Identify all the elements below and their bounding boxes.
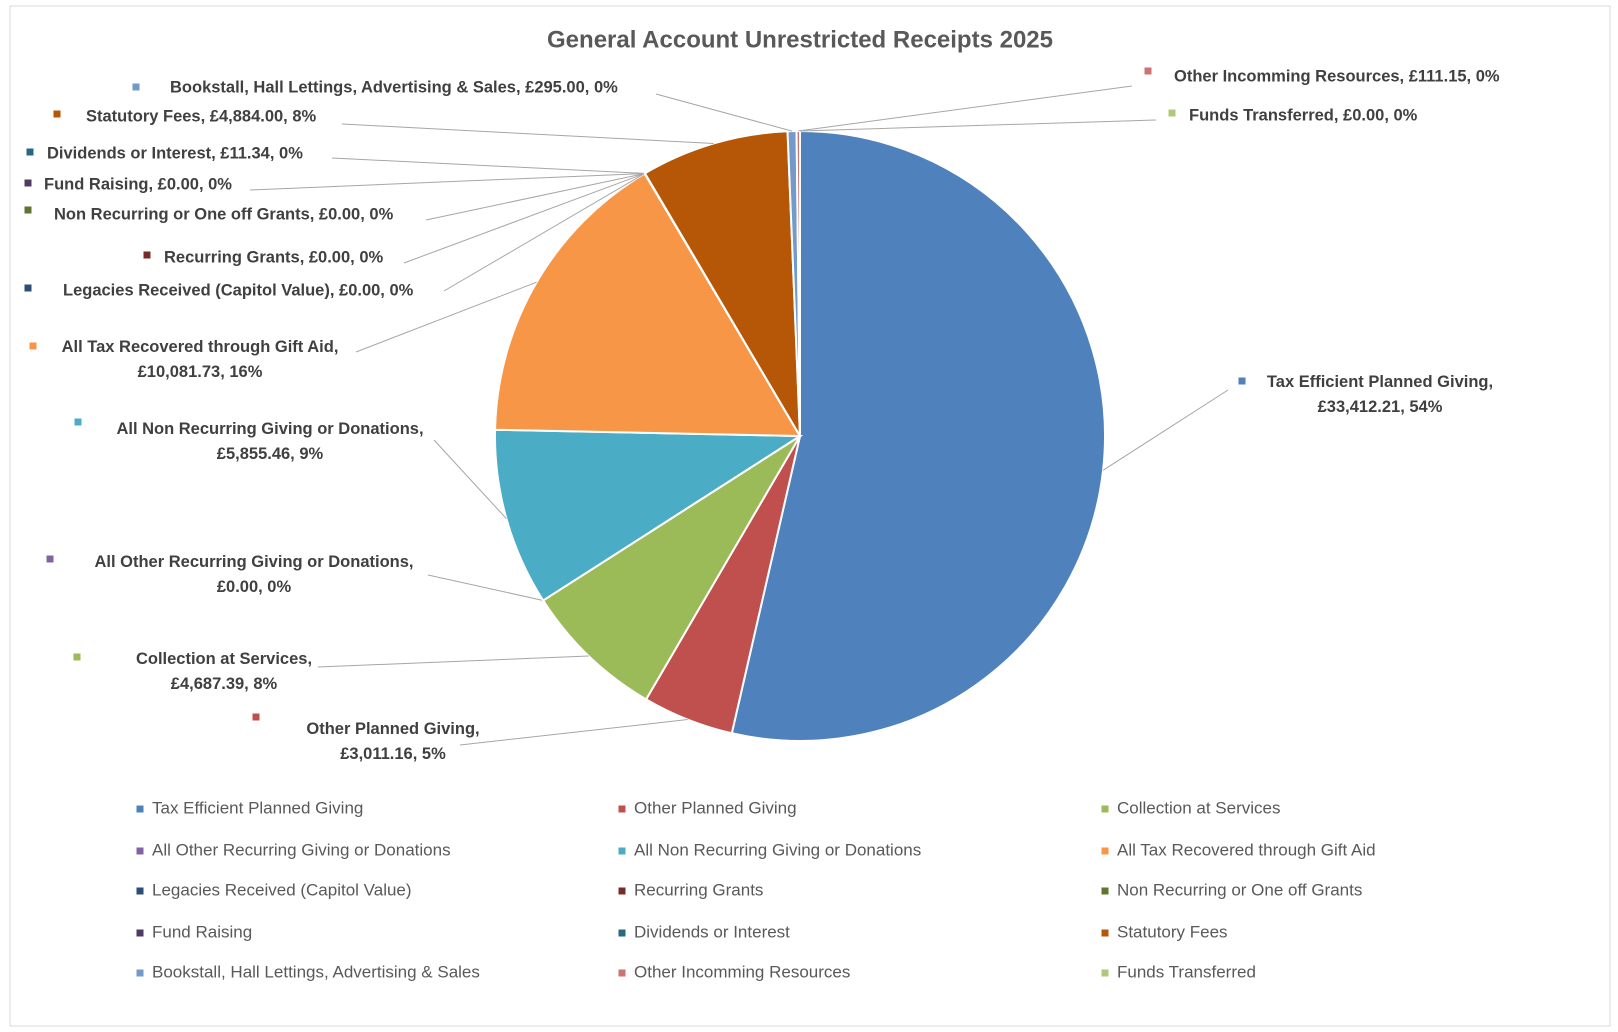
legend-label: All Non Recurring Giving or Donations bbox=[634, 840, 921, 859]
legend-label: Other Planned Giving bbox=[634, 798, 797, 817]
pie-slice bbox=[643, 130, 801, 437]
legend-swatch bbox=[1101, 847, 1109, 855]
legend-label: All Other Recurring Giving or Donations bbox=[152, 840, 451, 859]
label-line: £0.00, 0% bbox=[217, 578, 292, 596]
leader-line bbox=[459, 719, 688, 746]
label-marker bbox=[24, 284, 32, 292]
label-marker bbox=[132, 83, 140, 91]
data-label: Bookstall, Hall Lettings, Advertising & … bbox=[170, 78, 618, 96]
label-line: £10,081.73, 16% bbox=[138, 363, 263, 381]
legend-swatch bbox=[1101, 887, 1109, 895]
label-line: All Other Recurring Giving or Donations, bbox=[94, 553, 413, 571]
pie-slice bbox=[730, 129, 1106, 742]
legend-swatch bbox=[136, 969, 144, 977]
label-line: Collection at Services, bbox=[136, 650, 312, 668]
leader-line bbox=[331, 157, 645, 174]
label-marker bbox=[26, 148, 34, 156]
legend-label: All Tax Recovered through Gift Aid bbox=[1117, 840, 1376, 859]
data-label: All Tax Recovered through Gift Aid, £10,0… bbox=[62, 338, 339, 381]
leader-line bbox=[1102, 389, 1229, 471]
legend-label: Statutory Fees bbox=[1117, 922, 1228, 941]
label-marker bbox=[24, 179, 32, 187]
data-label: Non Recurring or One off Grants, £0.00, … bbox=[54, 205, 394, 223]
legend-label: Other Incomming Resources bbox=[634, 962, 850, 981]
leader-line bbox=[317, 655, 589, 668]
data-label: Other Planned Giving, £3,011.16, 5% bbox=[306, 720, 479, 763]
label-marker bbox=[24, 206, 32, 214]
label-line: All Tax Recovered through Gift Aid, bbox=[62, 338, 339, 356]
data-label: Collection at Services, £4,687.39, 8% bbox=[136, 650, 312, 693]
leader-line bbox=[427, 574, 544, 601]
legend-swatch bbox=[1101, 969, 1109, 977]
label-marker bbox=[53, 110, 61, 118]
label-line: £4,687.39, 8% bbox=[171, 675, 278, 693]
legend-swatch bbox=[618, 847, 626, 855]
label-line: £3,011.16, 5% bbox=[340, 745, 446, 763]
legend-label: Bookstall, Hall Lettings, Advertising & … bbox=[152, 962, 480, 981]
leader-line bbox=[433, 439, 507, 520]
leader-line bbox=[799, 119, 1157, 132]
legend-label: Funds Transferred bbox=[1117, 962, 1256, 981]
legend-swatch bbox=[136, 887, 144, 895]
data-label: Fund Raising, £0.00, 0% bbox=[44, 175, 232, 193]
leader-line bbox=[341, 123, 714, 144]
label-line: Other Planned Giving, bbox=[306, 720, 479, 738]
legend-swatch bbox=[618, 805, 626, 813]
data-label: Recurring Grants, £0.00, 0% bbox=[164, 248, 384, 266]
data-label: Other Incomming Resources, £111.15, 0% bbox=[1174, 67, 1500, 85]
leader-line bbox=[655, 93, 793, 132]
data-label: Funds Transferred, £0.00, 0% bbox=[1189, 106, 1418, 124]
pie-slice bbox=[541, 435, 801, 701]
leader-line bbox=[249, 173, 645, 191]
legend-label: Fund Raising bbox=[152, 922, 252, 941]
leader-line bbox=[355, 281, 537, 353]
data-label: Tax Efficient Planned Giving, £33,412.21,… bbox=[1267, 373, 1493, 416]
legend-swatch bbox=[136, 805, 144, 813]
label-marker bbox=[143, 251, 151, 259]
leader-line bbox=[403, 173, 645, 264]
label-marker bbox=[1168, 109, 1176, 117]
legend-label: Non Recurring or One off Grants bbox=[1117, 880, 1362, 899]
pie-slice bbox=[494, 428, 804, 602]
leader-line bbox=[798, 85, 1133, 132]
label-marker bbox=[73, 653, 81, 661]
legend-swatch bbox=[1101, 929, 1109, 937]
label-marker bbox=[74, 418, 82, 426]
label-marker bbox=[46, 555, 54, 563]
leader-line bbox=[425, 173, 645, 221]
data-label: Legacies Received (Capitol Value), £0.00… bbox=[63, 281, 414, 299]
legend-label: Collection at Services bbox=[1117, 798, 1280, 817]
pie-slice bbox=[494, 172, 802, 438]
legend-label: Dividends or Interest bbox=[634, 922, 790, 941]
data-label: All Non Recurring Giving or Donations, £5… bbox=[116, 420, 423, 463]
legend-swatch bbox=[618, 887, 626, 895]
data-label: Statutory Fees, £4,884.00, 8% bbox=[86, 107, 317, 125]
label-marker bbox=[252, 713, 260, 721]
label-marker bbox=[1144, 67, 1152, 75]
legend-label: Recurring Grants bbox=[634, 880, 763, 899]
legend-label: Tax Efficient Planned Giving bbox=[152, 798, 363, 817]
legend-swatch bbox=[618, 969, 626, 977]
leader-line bbox=[443, 173, 645, 292]
label-marker bbox=[29, 342, 37, 350]
label-line: £5,855.46, 9% bbox=[217, 445, 324, 463]
legend-swatch bbox=[1101, 805, 1109, 813]
data-label: Dividends or Interest, £11.34, 0% bbox=[47, 144, 303, 162]
legend-swatch bbox=[136, 847, 144, 855]
legend-swatch bbox=[136, 929, 144, 937]
label-line: Tax Efficient Planned Giving, bbox=[1267, 373, 1493, 391]
chart-title: General Account Unrestricted Receipts 20… bbox=[547, 26, 1053, 53]
label-marker bbox=[1238, 377, 1246, 385]
data-label: All Other Recurring Giving or Donations,… bbox=[94, 553, 413, 596]
label-line: All Non Recurring Giving or Donations, bbox=[116, 420, 423, 438]
legend-swatch bbox=[618, 929, 626, 937]
label-line: £33,412.21, 54% bbox=[1318, 398, 1443, 416]
legend-label: Legacies Received (Capitol Value) bbox=[152, 880, 412, 899]
